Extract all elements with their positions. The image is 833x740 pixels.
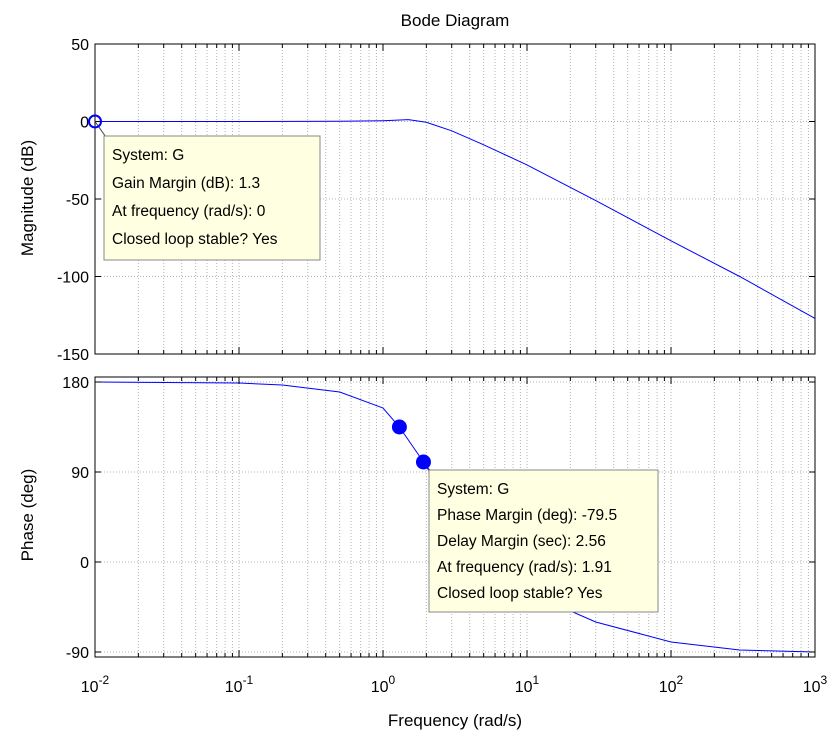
gain-margin-tooltip-line: At frequency (rad/s): 0 xyxy=(112,203,266,220)
phase-y-tick-label: 180 xyxy=(62,375,89,392)
x-tick-label: 100 xyxy=(371,673,396,696)
phase-y-tick-label: 0 xyxy=(80,555,89,572)
phase-axes-frame xyxy=(94,376,816,658)
x-tick-label: 102 xyxy=(659,673,684,696)
x-tick-label: 103 xyxy=(803,673,828,696)
phase-margin-tooltip-box xyxy=(428,469,659,613)
gain-margin-tooltip-line: Gain Margin (dB): 1.3 xyxy=(112,175,260,192)
tooltips: System: G Gain Margin (dB): 1.3 At frequen… xyxy=(94,121,659,613)
chart-title: Bode Diagram xyxy=(401,11,510,30)
magnitude-y-tick-label: -150 xyxy=(57,347,89,364)
tick-labels: 50 0 -50 -100 -150 180 90 0 -90 10-2 10-1 100 101 102… xyxy=(57,37,828,696)
phase-margin-tooltip-line: Closed loop stable? Yes xyxy=(437,585,603,602)
phase-margin-tooltip-line: At frequency (rad/s): 1.91 xyxy=(437,559,612,576)
gain-margin-tooltip-line: Closed loop stable? Yes xyxy=(112,231,278,248)
magnitude-series-line xyxy=(95,119,816,319)
magnitude-y-tick-label: -50 xyxy=(66,192,89,209)
axes-frames xyxy=(94,43,816,658)
phase-margin-tooltip-line: Phase Margin (deg): -79.5 xyxy=(437,507,617,524)
phase-y-tick-label: -90 xyxy=(66,645,89,662)
phase-margin-marker xyxy=(391,419,407,435)
phase-margin-marker xyxy=(415,454,431,470)
phase-y-label: Phase (deg) xyxy=(18,469,37,562)
gain-margin-marker xyxy=(88,114,102,129)
x-tick-label: 10-2 xyxy=(81,673,110,696)
x-tick-label: 10-1 xyxy=(225,673,254,696)
phase-margin-tooltip-line: System: G xyxy=(437,481,509,498)
gain-margin-tooltip-box xyxy=(103,135,321,261)
phase-y-tick-label: 90 xyxy=(71,465,89,482)
x-tick-label: 101 xyxy=(515,673,540,696)
phase-margin-tooltip-line: Delay Margin (sec): 2.56 xyxy=(437,533,606,550)
gain-margin-tooltip-line: System: G xyxy=(112,147,184,164)
x-axis-label: Frequency (rad/s) xyxy=(388,711,522,730)
magnitude-y-tick-label: -100 xyxy=(57,270,89,287)
data-markers xyxy=(88,114,431,470)
magnitude-y-tick-label: 50 xyxy=(71,37,89,54)
magnitude-y-label: Magnitude (dB) xyxy=(18,140,37,256)
magnitude-y-tick-label: 0 xyxy=(80,115,89,132)
